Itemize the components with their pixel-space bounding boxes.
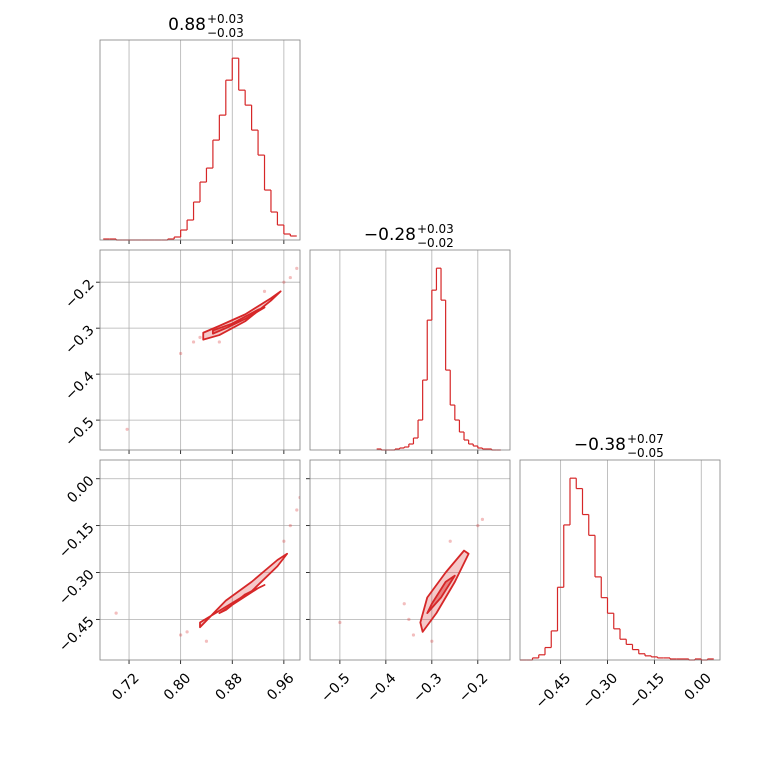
y-tick-label: 0.00	[64, 473, 97, 506]
sample-point	[204, 639, 209, 643]
sample-point	[179, 351, 183, 356]
contour	[199, 552, 288, 629]
panel-frame	[309, 249, 511, 451]
title-upper: +0.03	[207, 12, 244, 26]
sample-point	[179, 633, 183, 637]
title-upper: +0.03	[417, 222, 454, 236]
sample-point	[114, 611, 118, 615]
panel-frame	[99, 459, 301, 661]
sample-point	[125, 427, 129, 431]
sample-point	[338, 620, 342, 625]
sample-point	[282, 539, 286, 543]
y-tick-label: −0.15	[56, 520, 98, 562]
panel-frame	[99, 39, 301, 241]
sample-point	[402, 602, 406, 606]
y-tick-label: −0.2	[62, 277, 97, 312]
sample-point	[282, 280, 286, 284]
panel-frame	[309, 459, 511, 661]
contour	[426, 574, 456, 615]
x-tick-label: 0.88	[213, 670, 246, 703]
x-tick-label: 0.72	[109, 670, 142, 703]
title-value: −0.28	[364, 225, 416, 245]
sample-point	[198, 335, 202, 339]
x-tick-label: −0.2	[456, 670, 491, 705]
sample-point	[295, 266, 299, 270]
contour	[212, 306, 266, 335]
sample-point	[288, 524, 292, 528]
sample-point	[476, 524, 480, 528]
x-tick-label: −0.15	[626, 670, 668, 712]
y-tick-label: −0.30	[56, 567, 98, 609]
title-value: −0.38	[574, 435, 626, 455]
x-tick-label: −0.45	[533, 670, 575, 712]
contour	[218, 584, 266, 615]
x-tick-label: −0.5	[318, 670, 353, 705]
y-tick-label: −0.3	[62, 323, 97, 358]
sample-point	[430, 639, 434, 643]
y-tick-label: −0.5	[62, 414, 97, 449]
title-lower: −0.03	[207, 26, 244, 40]
sample-point	[411, 633, 416, 637]
y-tick-label: −0.45	[56, 614, 98, 656]
sample-point	[262, 289, 267, 293]
x-tick-label: 0.96	[264, 670, 297, 703]
sample-point	[217, 340, 221, 344]
panel-frame	[519, 459, 721, 661]
x-tick-label: 0.00	[682, 670, 715, 703]
panel-frame	[99, 249, 301, 451]
y-tick-label: −0.4	[62, 368, 97, 403]
sample-point	[448, 539, 452, 543]
sample-point	[407, 617, 411, 621]
title-lower: −0.05	[627, 446, 664, 460]
x-tick-label: −0.30	[579, 670, 621, 712]
sample-point	[480, 517, 485, 521]
x-tick-label: −0.4	[364, 670, 399, 705]
sample-point	[191, 340, 196, 344]
x-tick-label: −0.3	[410, 670, 445, 705]
title-lower: −0.02	[417, 236, 454, 250]
sample-point	[185, 630, 189, 634]
title-upper: +0.07	[627, 432, 664, 446]
x-tick-label: 0.80	[161, 670, 194, 703]
sample-point	[302, 262, 305, 265]
sample-point	[288, 275, 292, 280]
sample-point	[295, 508, 299, 512]
title-value: 0.88	[168, 15, 206, 35]
